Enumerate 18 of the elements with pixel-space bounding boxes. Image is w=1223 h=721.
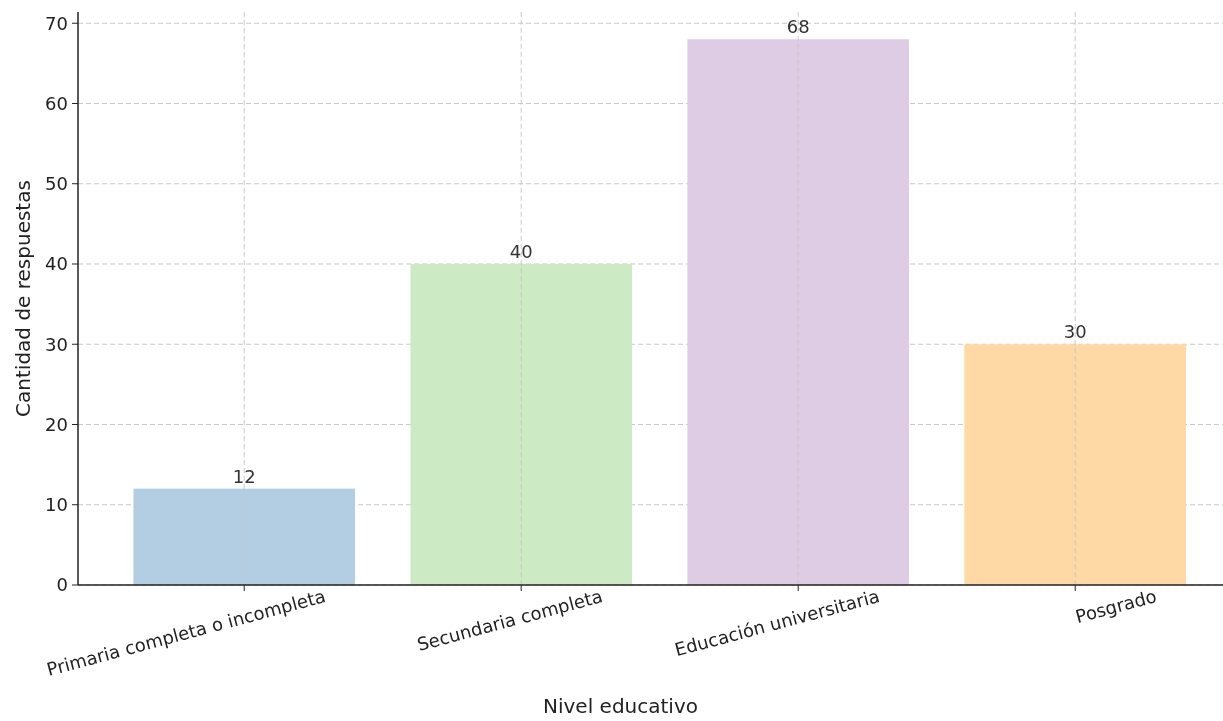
y-tick-label: 40	[45, 253, 68, 275]
y-tick-label: 20	[45, 413, 68, 435]
data-label: 12	[232, 465, 256, 487]
y-axis-title: Cantidad de respuestas	[11, 180, 35, 417]
data-label: 40	[509, 240, 533, 262]
y-tick-label: 50	[45, 173, 68, 195]
bar	[410, 263, 632, 585]
y-tick-label: 70	[45, 12, 68, 34]
y-tick-label: 30	[45, 333, 68, 355]
y-tick-label: 0	[56, 574, 68, 596]
bar	[133, 488, 355, 585]
x-axis-title: Nivel educativo	[543, 694, 698, 718]
bar	[964, 344, 1186, 585]
y-tick-label: 10	[45, 494, 68, 516]
bar	[687, 39, 909, 585]
data-label: 30	[1063, 321, 1087, 343]
y-tick-label: 60	[45, 92, 68, 114]
data-label: 68	[786, 16, 810, 38]
